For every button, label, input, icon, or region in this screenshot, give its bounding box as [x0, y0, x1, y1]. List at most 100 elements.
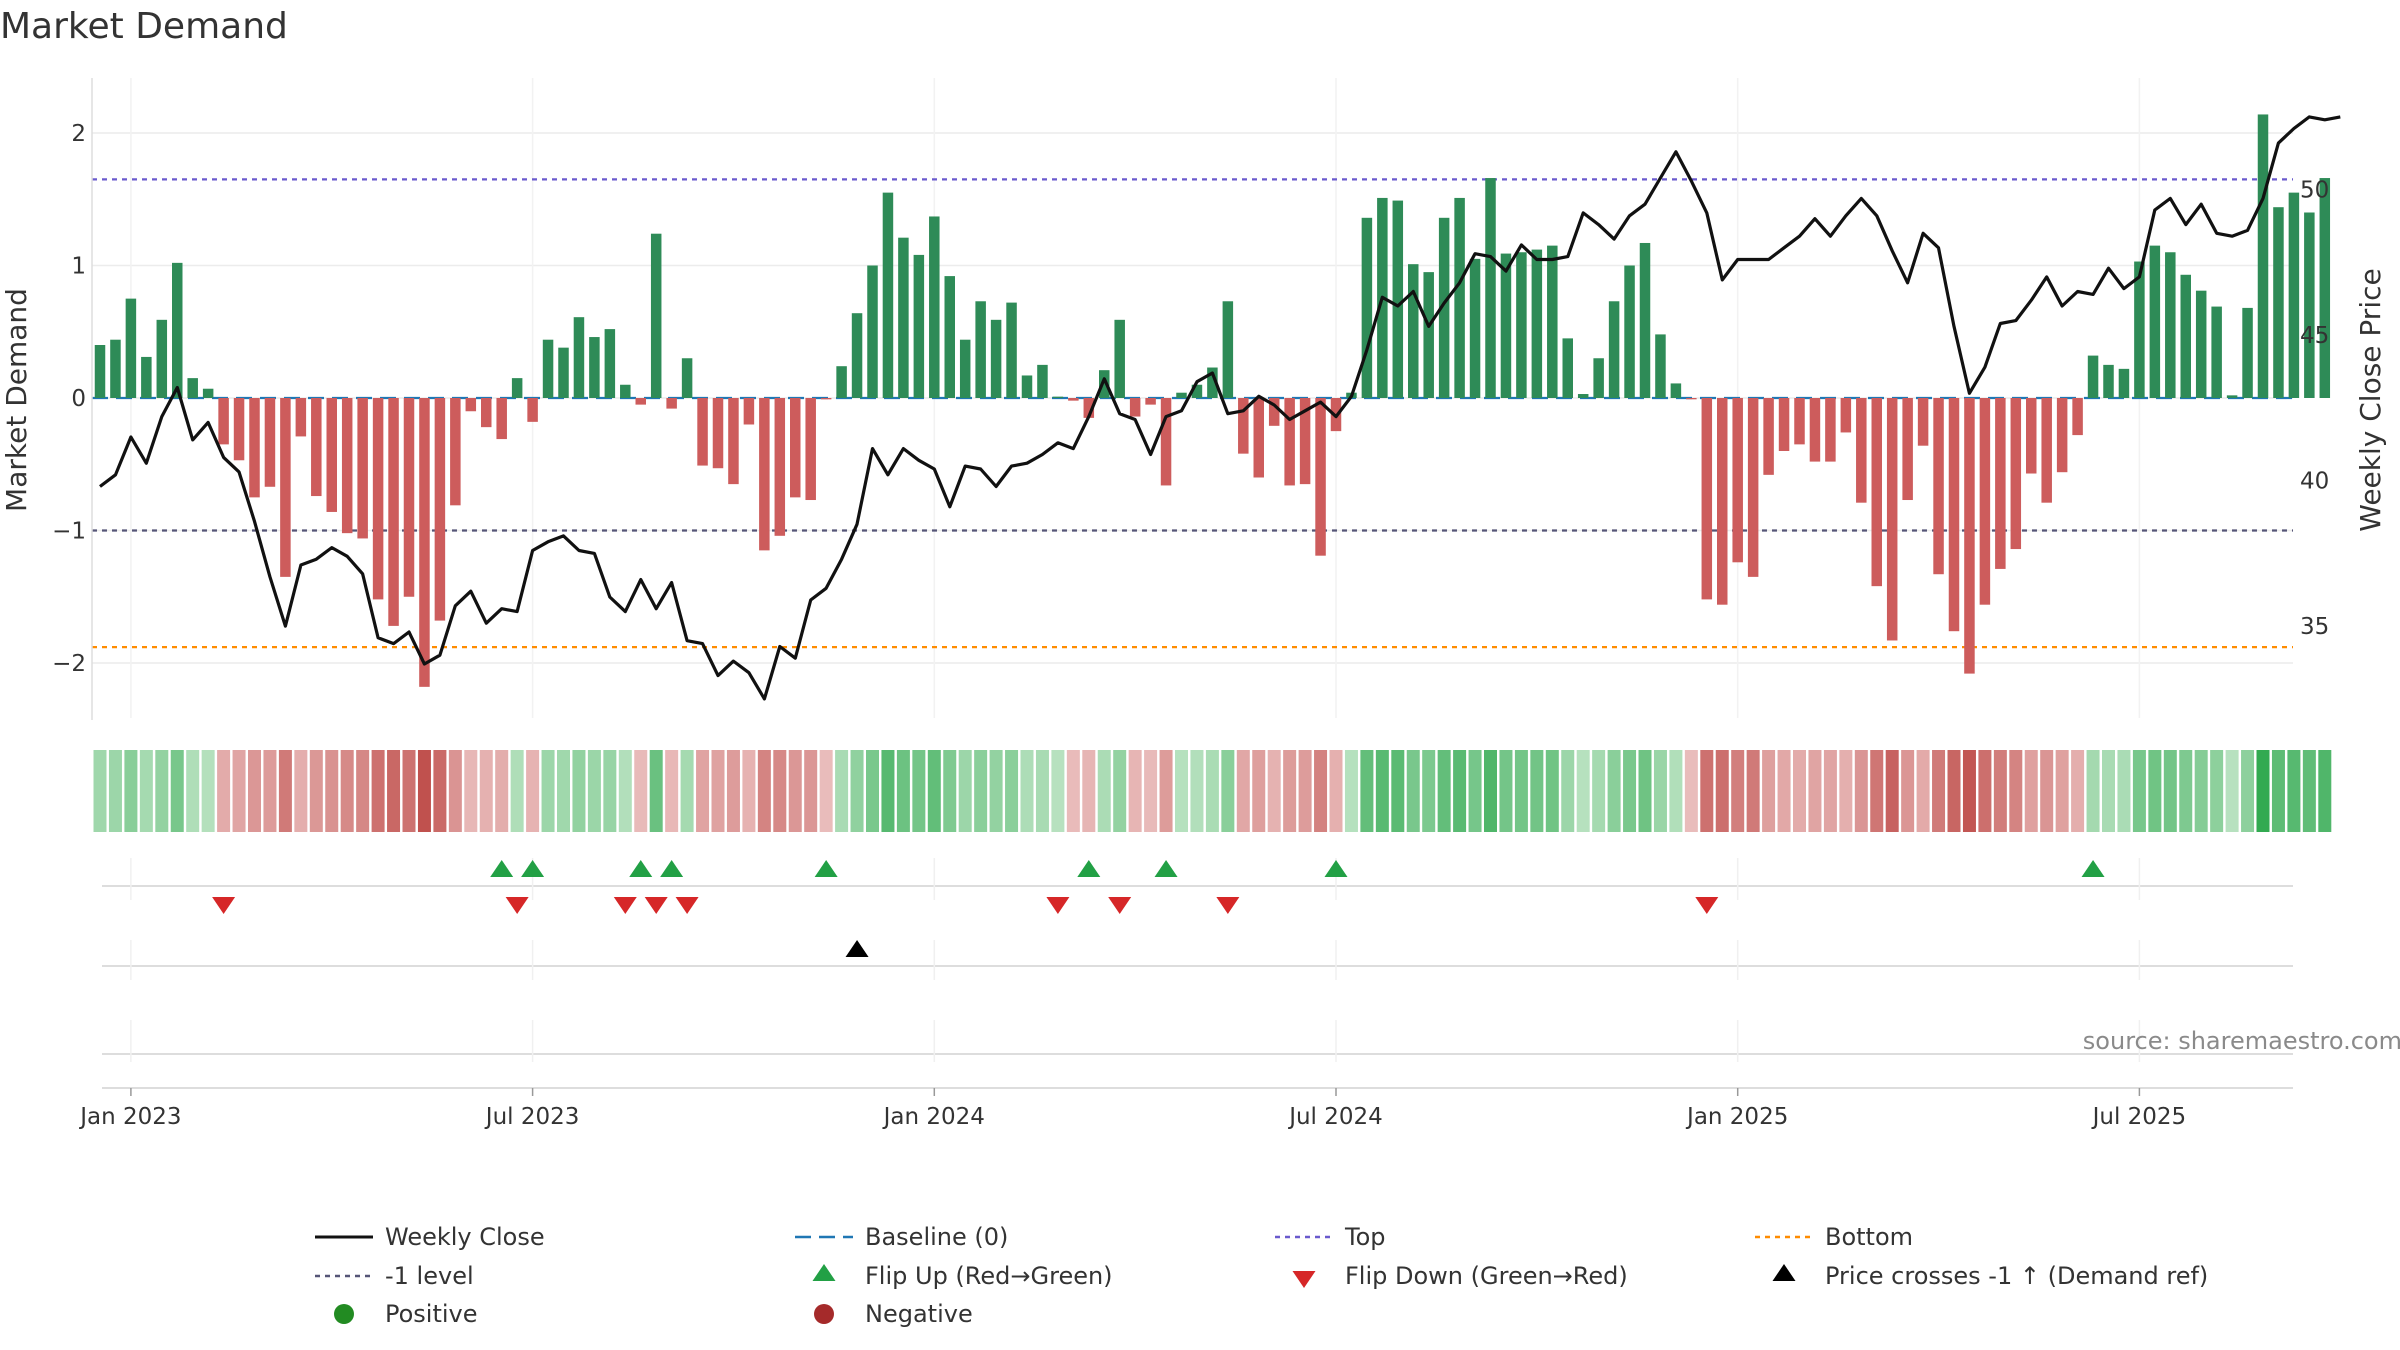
bar-negative	[496, 398, 507, 440]
heat-cell	[1113, 750, 1127, 832]
bar-positive	[1222, 301, 1234, 398]
bar-negative	[1717, 398, 1728, 605]
heat-cell	[1360, 750, 1374, 832]
heat-cell	[448, 750, 462, 832]
flip-down-marker	[505, 897, 529, 914]
x-tick-label: Jul 2025	[2091, 1104, 2187, 1130]
bar-positive	[542, 339, 554, 398]
bar-negative	[1778, 398, 1790, 451]
bar-negative	[527, 398, 538, 422]
heat-cell	[2148, 750, 2162, 832]
legend: Weekly Close Baseline (0) Top Bottom -1 leve…	[315, 1223, 2208, 1328]
heat-cell	[1190, 750, 1204, 832]
bar-positive	[1099, 370, 1110, 398]
flip-down-marker	[1046, 897, 1070, 914]
heat-cell	[417, 750, 431, 832]
x-tick-label: Jul 2024	[1287, 1104, 1383, 1130]
bar-negative	[1083, 398, 1095, 418]
bar-negative	[419, 398, 430, 687]
heat-cell	[2179, 750, 2193, 832]
bar-positive	[2242, 307, 2253, 398]
heat-cell	[201, 750, 215, 832]
heat-cell	[2009, 750, 2023, 832]
heat-cell	[1344, 750, 1358, 832]
heat-cell	[186, 750, 200, 832]
bar-negative	[1871, 398, 1882, 587]
heat-cell	[835, 750, 849, 832]
bar-negative	[635, 398, 646, 405]
heat-cell	[1916, 750, 1930, 832]
bar-negative	[743, 398, 755, 425]
bar-negative	[388, 398, 399, 626]
heat-cell	[1901, 750, 1915, 832]
heat-cell	[974, 750, 988, 832]
flip-down-marker	[212, 897, 236, 914]
bar-negative	[1979, 398, 1991, 605]
bar-positive	[1408, 264, 1419, 398]
heat-cell	[912, 750, 926, 832]
bar-positive	[141, 356, 152, 398]
y-tick-label: −1	[52, 519, 86, 545]
bar-negative	[1268, 398, 1280, 426]
heat-cell	[541, 750, 555, 832]
heat-cell	[2225, 750, 2239, 832]
heat-cell	[958, 750, 972, 832]
bar-positive	[1006, 302, 1017, 398]
heat-cell	[1252, 750, 1266, 832]
heat-cell	[1221, 750, 1235, 832]
heat-cell	[325, 750, 339, 832]
bar-positive	[125, 298, 137, 398]
bar-negative	[1917, 398, 1929, 446]
legend-negative-label: Negative	[865, 1300, 973, 1328]
heat-cell	[557, 750, 570, 832]
flip-down-marker	[675, 897, 699, 914]
bar-positive	[604, 329, 616, 398]
heat-cell	[773, 750, 787, 832]
bar-positive	[589, 337, 600, 398]
heat-cell	[819, 750, 833, 832]
heat-cell	[989, 750, 1003, 832]
flip-up-marker	[1154, 860, 1178, 877]
bar-positive	[944, 276, 955, 398]
x-tick-label: Jan 2025	[1685, 1104, 1788, 1130]
heat-cell	[1762, 750, 1776, 832]
heat-cell	[1267, 750, 1281, 832]
legend-price-cross-label: Price crosses -1 ↑ (Demand ref)	[1825, 1262, 2208, 1290]
bar-positive	[1176, 392, 1187, 398]
bar-negative	[1686, 398, 1697, 400]
bar-positive	[650, 233, 662, 398]
heat-cell	[2040, 750, 2054, 832]
bar-negative	[1145, 398, 1156, 405]
bar-positive	[187, 378, 198, 398]
heat-cell	[356, 750, 370, 832]
heat-cell	[788, 750, 802, 832]
heat-cell	[1607, 750, 1621, 832]
bar-positive	[836, 366, 847, 398]
heat-cell	[1422, 750, 1436, 832]
heat-cell	[1051, 750, 1065, 832]
flip-down-marker	[644, 897, 668, 914]
heat-cell	[1406, 750, 1420, 832]
heat-cell	[1097, 750, 1111, 832]
flip-down-marker	[1695, 897, 1719, 914]
heat-cell	[2271, 750, 2285, 832]
heat-cell	[526, 750, 540, 832]
heat-cell	[1808, 750, 1822, 832]
heat-cell	[1453, 750, 1467, 832]
flip-up-marker	[1324, 860, 1348, 877]
bar-negative	[481, 398, 492, 428]
bar-positive	[2118, 368, 2130, 398]
bar-positive	[1531, 249, 1543, 398]
bar-positive	[573, 317, 585, 398]
bar-positive	[1608, 301, 1620, 398]
bar-positive	[620, 384, 631, 398]
flip-up-marker	[1077, 860, 1101, 877]
heat-cell	[1144, 750, 1158, 832]
bar-negative	[434, 398, 446, 621]
bar-positive	[1392, 200, 1404, 398]
bar-negative	[759, 398, 770, 551]
bar-positive	[1593, 358, 1604, 398]
bar-negative	[1948, 398, 1960, 632]
bar-negative	[2041, 398, 2052, 503]
legend-flip-up-label: Flip Up (Red→Green)	[865, 1262, 1113, 1290]
